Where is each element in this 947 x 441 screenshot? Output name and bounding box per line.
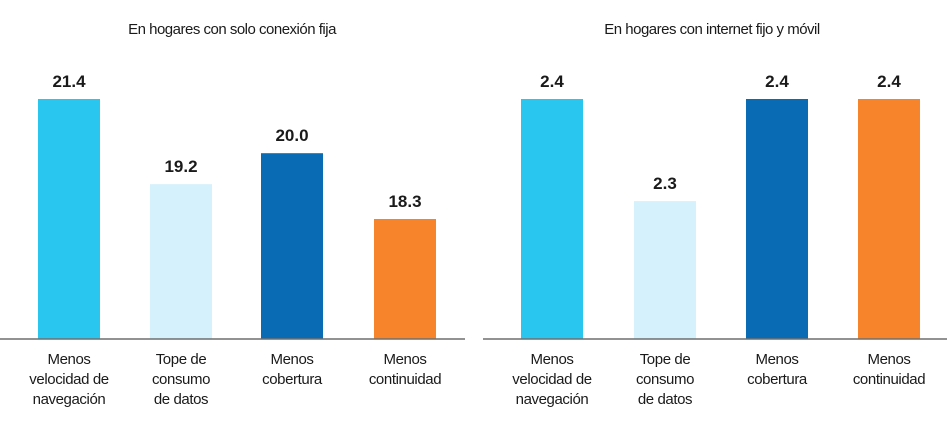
- bar: [634, 201, 696, 339]
- bar: [261, 153, 323, 339]
- category-label: Menos: [47, 351, 90, 368]
- bar: [746, 99, 808, 339]
- chart-title: En hogares con solo conexión fija: [128, 21, 337, 38]
- category-label: de datos: [154, 391, 208, 408]
- data-label: 2.4: [540, 72, 564, 91]
- category-label: cobertura: [262, 371, 323, 388]
- category-label: continuidad: [369, 371, 441, 388]
- category-label: Menos: [530, 351, 573, 368]
- category-label: Tope de: [640, 351, 691, 368]
- data-label: 21.4: [52, 72, 86, 91]
- data-label: 2.4: [877, 72, 901, 91]
- data-label: 2.4: [765, 72, 789, 91]
- category-label: Menos: [867, 351, 910, 368]
- data-label: 19.2: [164, 157, 197, 176]
- chart-title: En hogares con internet fijo y móvil: [604, 21, 820, 38]
- bar: [858, 99, 920, 339]
- category-label: Menos: [383, 351, 426, 368]
- category-label: velocidad de: [512, 371, 591, 388]
- bar: [374, 219, 436, 339]
- category-label: navegación: [516, 391, 589, 408]
- category-label: navegación: [33, 391, 106, 408]
- bar: [38, 99, 100, 339]
- data-label: 18.3: [388, 192, 421, 211]
- category-label: velocidad de: [29, 371, 108, 388]
- category-label: Menos: [755, 351, 798, 368]
- bar: [521, 99, 583, 339]
- category-label: Tope de: [156, 351, 207, 368]
- category-label: consumo: [636, 371, 694, 388]
- data-label: 2.3: [653, 174, 677, 193]
- category-label: Menos: [270, 351, 313, 368]
- category-label: continuidad: [853, 371, 925, 388]
- category-label: cobertura: [747, 371, 808, 388]
- data-label: 20.0: [275, 126, 308, 145]
- category-label: de datos: [638, 391, 692, 408]
- bar: [150, 184, 212, 339]
- category-label: consumo: [152, 371, 210, 388]
